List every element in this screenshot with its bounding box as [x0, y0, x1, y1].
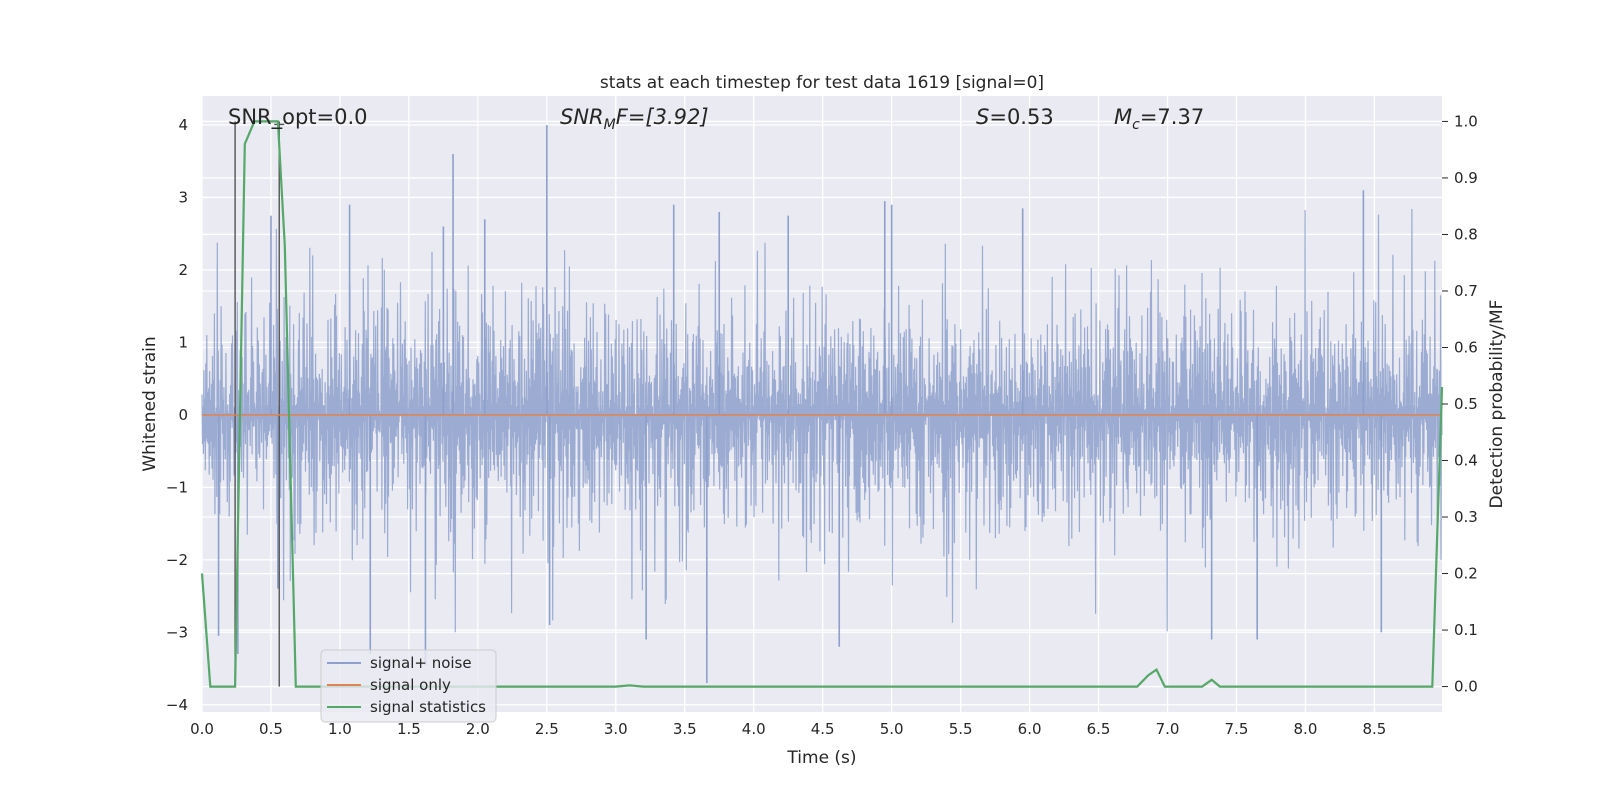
- x-tick-label: 8.5: [1362, 720, 1386, 738]
- x-tick-label: 7.0: [1156, 720, 1180, 738]
- x-tick-label: 5.5: [949, 720, 973, 738]
- legend-label-stats: signal statistics: [370, 698, 486, 716]
- y-tick-label: 4: [178, 116, 188, 134]
- x-tick-label: 2.0: [466, 720, 490, 738]
- legend-label-noise: signal+ noise: [370, 654, 472, 672]
- y2-tick-label: 0.2: [1454, 565, 1478, 583]
- legend-box: [320, 649, 497, 723]
- y2-tick-label: 0.5: [1454, 395, 1478, 413]
- x-tick-label: 1.5: [397, 720, 421, 738]
- x-axis-label: Time (s): [786, 748, 856, 768]
- chart-title: stats at each timestep for test data 161…: [600, 73, 1044, 93]
- y-tick-label: 1: [178, 333, 188, 351]
- x-tick-label: 3.0: [604, 720, 628, 738]
- y-tick-label: −3: [166, 623, 188, 641]
- y2-tick-label: 0.6: [1454, 338, 1478, 356]
- y2-tick-label: 0.8: [1454, 225, 1478, 243]
- x-tick-label: 6.0: [1018, 720, 1042, 738]
- signal-statistics-line: [200, 120, 1444, 688]
- x-tick-label: 4.5: [811, 720, 835, 738]
- x-tick-label: 0.5: [259, 720, 283, 738]
- legend-label-signal: signal only: [370, 676, 451, 694]
- mc-annotation: Mc=7.37: [1114, 105, 1204, 133]
- x-tick-label: 3.5: [673, 720, 697, 738]
- x-tick-label: 4.0: [742, 720, 766, 738]
- y-tick-label: −2: [166, 551, 188, 569]
- signal-noise-line: [201, 208, 1443, 633]
- y2-tick-label: 0.1: [1454, 621, 1478, 639]
- s-annotation: S=0.53: [976, 105, 1054, 129]
- y2-tick-label: 0.4: [1454, 452, 1478, 470]
- x-tick-label: 2.5: [535, 720, 559, 738]
- legend: signal+ noise signal only signal statist…: [320, 649, 497, 723]
- y-tick-label: 3: [178, 188, 188, 206]
- x-tick-labels: 0.0 0.5 1.0 1.5 2.0 2.5 3.0 3.5 4.0 4.5 5.0 5.5 6.0 6…: [190, 720, 1386, 738]
- y2-tick-label: 1.0: [1454, 112, 1478, 130]
- signal-noise-series: [201, 124, 1443, 684]
- x-tick-label: 6.5: [1087, 720, 1111, 738]
- marker-lines: [234, 121, 285, 687]
- x-tick-label: 8.0: [1294, 720, 1318, 738]
- x-tick-label: 7.5: [1225, 720, 1249, 738]
- y2-tick-label: 0.7: [1454, 282, 1478, 300]
- y2-tick-label: 0.3: [1454, 508, 1478, 526]
- x-tick-label: 1.0: [328, 720, 352, 738]
- y-tick-label: 2: [178, 261, 188, 279]
- y2-tick-label: 0.0: [1454, 678, 1478, 696]
- snr-mf-annotation: SNRMF=[3.92]: [560, 105, 709, 133]
- snr-opt-annotation: SNR_opt=0.0: [228, 105, 368, 130]
- x-tick-label: 5.0: [880, 720, 904, 738]
- x-tick-label: 0.0: [190, 720, 214, 738]
- signal-statistics-series: [200, 120, 1444, 688]
- y2-tick-label: 0.9: [1454, 169, 1478, 187]
- y-tick-label: −1: [166, 478, 188, 496]
- y-tick-labels: 4 3 2 1 0 −1 −2 −3 −4: [166, 116, 188, 714]
- y-axis-label: Whitened strain: [140, 336, 160, 471]
- y2-tick-labels: 1.0 0.9 0.8 0.7 0.6 0.5 0.4 0.3 0.2 0.1 0.0: [1442, 112, 1478, 696]
- y-tick-label: 0: [178, 406, 188, 424]
- y-tick-label: −4: [166, 696, 188, 714]
- y2-axis-label: Detection probability/MF: [1487, 300, 1507, 509]
